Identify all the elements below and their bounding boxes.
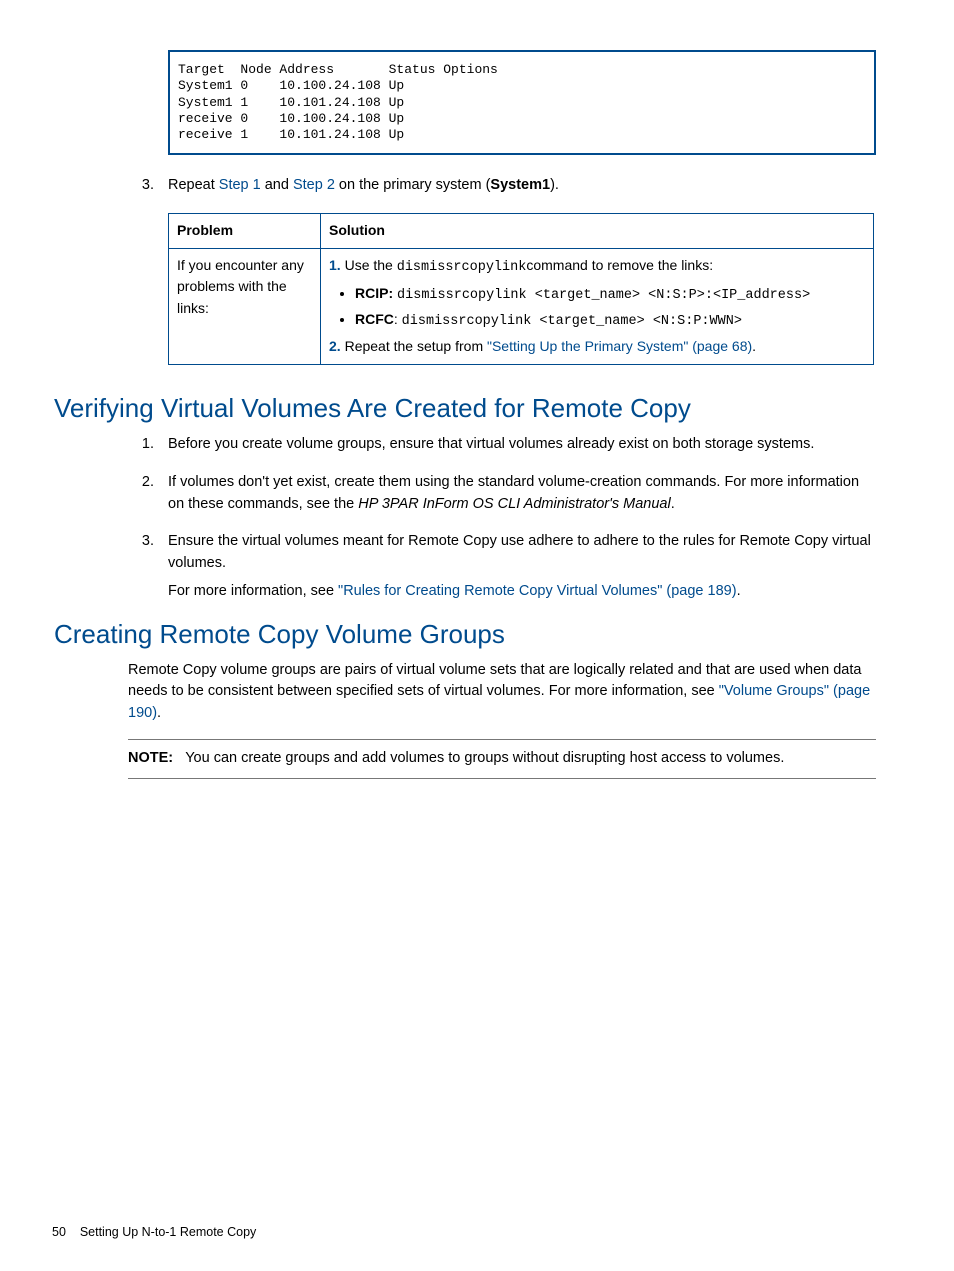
sec1-item-1: 1. Before you create volume groups, ensu… <box>128 434 876 456</box>
col-problem: Problem <box>169 214 321 249</box>
solution-cell: 1. Use the dismissrcopylinkcommand to re… <box>321 248 874 364</box>
system-name: System1 <box>490 177 550 193</box>
note-label: NOTE: <box>128 750 173 766</box>
link-setup-primary[interactable]: "Setting Up the Primary System" (page 68… <box>487 338 752 354</box>
page-footer: 50 Setting Up N-to-1 Remote Copy <box>52 1225 256 1239</box>
command: dismissrcopylink <box>397 260 527 275</box>
step-body: Before you create volume groups, ensure … <box>168 434 876 456</box>
text: ). <box>550 177 559 193</box>
step-3: 3. Repeat Step 1 and Step 2 on the prima… <box>128 175 876 197</box>
text: command to remove the links: <box>526 257 713 273</box>
label: RCFC <box>355 311 394 327</box>
step-number: 3. <box>128 175 168 197</box>
bullet-list: RCIP: dismissrcopylink <target_name> <N:… <box>355 283 865 333</box>
text: and <box>261 177 293 193</box>
list-item: RCIP: dismissrcopylink <target_name> <N:… <box>355 283 865 307</box>
section-heading-verifying: Verifying Virtual Volumes Are Created fo… <box>54 393 876 424</box>
paragraph: Remote Copy volume groups are pairs of v… <box>128 660 876 725</box>
problem-cell: If you encounter any problems with the l… <box>169 248 321 364</box>
note-block: NOTE: You can create groups and add volu… <box>128 739 876 779</box>
text: . <box>671 496 675 512</box>
text: Repeat the setup from <box>345 338 487 354</box>
page-number: 50 <box>52 1225 66 1239</box>
text: on the primary system ( <box>335 177 491 193</box>
solution-step-2: 2. Repeat the setup from "Setting Up the… <box>329 336 865 358</box>
link-step1[interactable]: Step 1 <box>219 177 261 193</box>
text: Use the <box>345 257 397 273</box>
text: . <box>737 583 741 599</box>
section-heading-creating: Creating Remote Copy Volume Groups <box>54 619 876 650</box>
sec1-item-2: 2. If volumes don't yet exist, create th… <box>128 472 876 516</box>
command: dismissrcopylink <target_name> <N:S:P>:<… <box>397 288 810 303</box>
step-body: Ensure the virtual volumes meant for Rem… <box>168 531 876 602</box>
note-body: You can create groups and add volumes to… <box>185 750 784 766</box>
step-number: 3. <box>128 531 168 602</box>
text: Repeat <box>168 177 219 193</box>
list-number: 1. <box>329 257 341 273</box>
step-number: 2. <box>128 472 168 516</box>
manual-title: HP 3PAR InForm OS CLI Administrator's Ma… <box>358 496 670 512</box>
text: For more information, see "Rules for Cre… <box>168 581 876 603</box>
text: . <box>752 338 756 354</box>
problem-solution-table: Problem Solution If you encounter any pr… <box>168 213 874 365</box>
code-block: Target Node Address Status Options Syste… <box>168 50 876 155</box>
col-solution: Solution <box>321 214 874 249</box>
text: . <box>157 705 161 721</box>
list-item: RCFC: dismissrcopylink <target_name> <N:… <box>355 309 865 333</box>
step-body: Repeat Step 1 and Step 2 on the primary … <box>168 175 876 197</box>
link-rules[interactable]: "Rules for Creating Remote Copy Virtual … <box>338 583 737 599</box>
text: For more information, see <box>168 583 338 599</box>
label: RCIP: <box>355 285 393 301</box>
list-number: 2. <box>329 338 341 354</box>
step-body: If volumes don't yet exist, create them … <box>168 472 876 516</box>
step-number: 1. <box>128 434 168 456</box>
table-row: If you encounter any problems with the l… <box>169 248 874 364</box>
footer-title: Setting Up N-to-1 Remote Copy <box>80 1225 256 1239</box>
sec1-item-3: 3. Ensure the virtual volumes meant for … <box>128 531 876 602</box>
command: dismissrcopylink <target_name> <N:S:P:WW… <box>402 314 742 329</box>
text: Ensure the virtual volumes meant for Rem… <box>168 531 876 575</box>
link-step2[interactable]: Step 2 <box>293 177 335 193</box>
table-header-row: Problem Solution <box>169 214 874 249</box>
solution-step-1: 1. Use the dismissrcopylinkcommand to re… <box>329 255 865 279</box>
text: : <box>394 311 402 327</box>
